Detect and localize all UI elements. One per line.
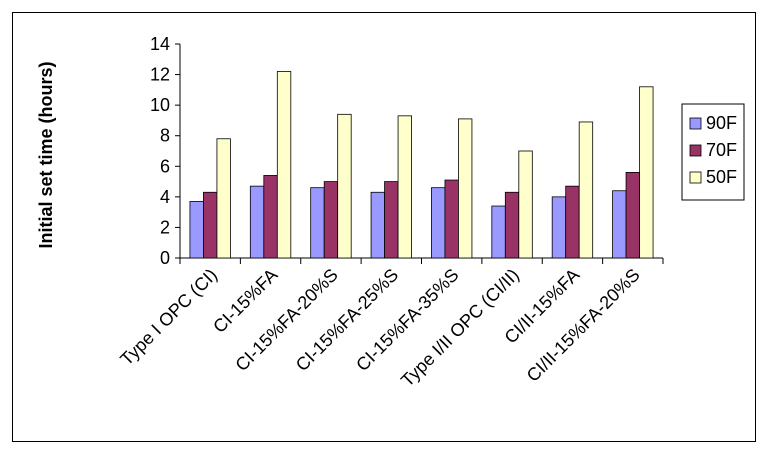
bar-90F-1 xyxy=(189,201,204,259)
bar-90F-7 xyxy=(551,196,567,259)
x-tick-label: CI-15%FA-25%S xyxy=(292,265,402,375)
y-axis-title: Initial set time (hours) xyxy=(36,61,56,248)
bar-90F-3 xyxy=(310,187,325,259)
bar-50F-4 xyxy=(397,115,412,259)
bar-50F-7 xyxy=(578,121,594,259)
bar-70F-3 xyxy=(323,181,339,259)
bar-50F-8 xyxy=(639,86,654,259)
y-tick-label: 10 xyxy=(150,95,170,115)
legend-swatch-50F xyxy=(689,171,702,184)
bar-70F-7 xyxy=(565,185,580,259)
bar-50F-2 xyxy=(276,71,292,259)
y-tick-label: 4 xyxy=(160,187,170,207)
bar-90F-4 xyxy=(370,191,385,259)
bar-70F-5 xyxy=(444,179,459,259)
y-tick-label: 2 xyxy=(160,217,170,237)
legend-label-50F: 50F xyxy=(706,167,737,187)
legend-label-90F: 90F xyxy=(706,113,737,133)
y-axis-title-group: Initial set time (hours) xyxy=(36,61,56,248)
x-tick-label: Type I/II OPC (CI/II) xyxy=(397,265,523,391)
legend: 90F 70F 50F xyxy=(681,103,745,201)
bar-70F-2 xyxy=(263,175,278,259)
bar-50F-1 xyxy=(216,138,231,259)
x-tick-label: CI-15%FA-35%S xyxy=(352,265,462,375)
y-tick-label: 12 xyxy=(150,65,170,85)
bar-70F-6 xyxy=(504,191,520,259)
bar-90F-6 xyxy=(491,205,506,259)
bar-50F-5 xyxy=(458,118,473,259)
legend-swatch-90F xyxy=(689,117,702,130)
bar-90F-2 xyxy=(249,185,265,259)
x-tick-label: CI-15%FA-20%S xyxy=(231,265,341,375)
bar-50F-3 xyxy=(337,113,352,259)
bar-90F-5 xyxy=(431,187,446,259)
bar-70F-4 xyxy=(384,181,399,259)
y-tick-label: 14 xyxy=(150,34,170,54)
x-tick-label: Type I OPC (CI) xyxy=(116,265,221,370)
bar-90F-8 xyxy=(612,190,627,259)
bar-70F-8 xyxy=(625,171,640,259)
bar-70F-1 xyxy=(203,191,218,259)
y-tick-label: 0 xyxy=(160,248,170,268)
bar-50F-6 xyxy=(518,150,533,259)
x-tick-label: CI/II-15%FA-20%S xyxy=(523,265,644,386)
y-tick-label: 6 xyxy=(160,156,170,176)
legend-label-70F: 70F xyxy=(706,140,737,160)
y-tick-label: 8 xyxy=(160,126,170,146)
legend-swatch-70F xyxy=(689,144,702,157)
